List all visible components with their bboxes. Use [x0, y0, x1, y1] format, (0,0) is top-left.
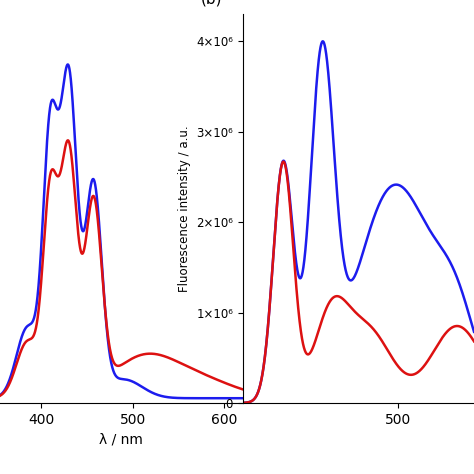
Text: (b): (b)	[201, 0, 223, 7]
Y-axis label: Fluorescence intensity / a.u.: Fluorescence intensity / a.u.	[178, 125, 191, 292]
X-axis label: λ / nm: λ / nm	[100, 432, 143, 446]
